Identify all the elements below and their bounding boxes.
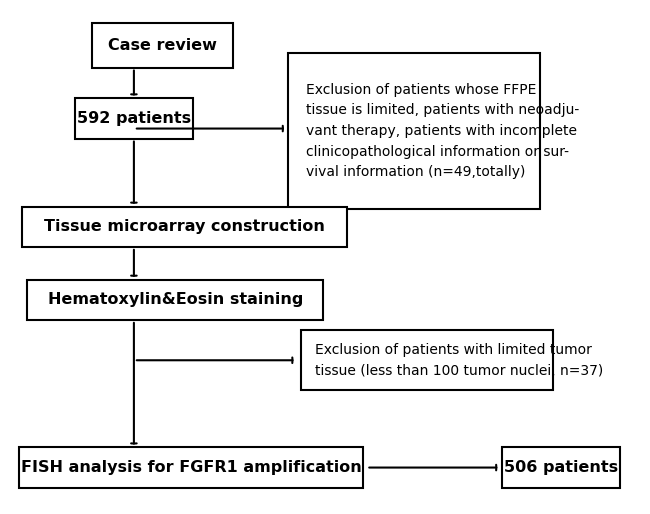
- FancyBboxPatch shape: [92, 23, 233, 68]
- FancyBboxPatch shape: [23, 207, 347, 247]
- Text: 592 patients: 592 patients: [77, 111, 191, 126]
- Text: Exclusion of patients with limited tumor
tissue (less than 100 tumor nuclei, n=3: Exclusion of patients with limited tumor…: [315, 343, 604, 378]
- FancyBboxPatch shape: [289, 53, 540, 209]
- Text: Case review: Case review: [108, 38, 217, 53]
- Text: Tissue microarray construction: Tissue microarray construction: [44, 219, 325, 234]
- FancyBboxPatch shape: [75, 98, 193, 139]
- Text: 506 patients: 506 patients: [504, 460, 618, 475]
- FancyBboxPatch shape: [502, 447, 619, 488]
- FancyBboxPatch shape: [301, 330, 552, 391]
- Text: Exclusion of patients whose FFPE
tissue is limited, patients with neoadju-
vant : Exclusion of patients whose FFPE tissue …: [306, 83, 579, 179]
- FancyBboxPatch shape: [20, 447, 363, 488]
- Text: FISH analysis for FGFR1 amplification: FISH analysis for FGFR1 amplification: [21, 460, 361, 475]
- Text: Hematoxylin&Eosin staining: Hematoxylin&Eosin staining: [47, 292, 303, 307]
- FancyBboxPatch shape: [27, 280, 324, 320]
